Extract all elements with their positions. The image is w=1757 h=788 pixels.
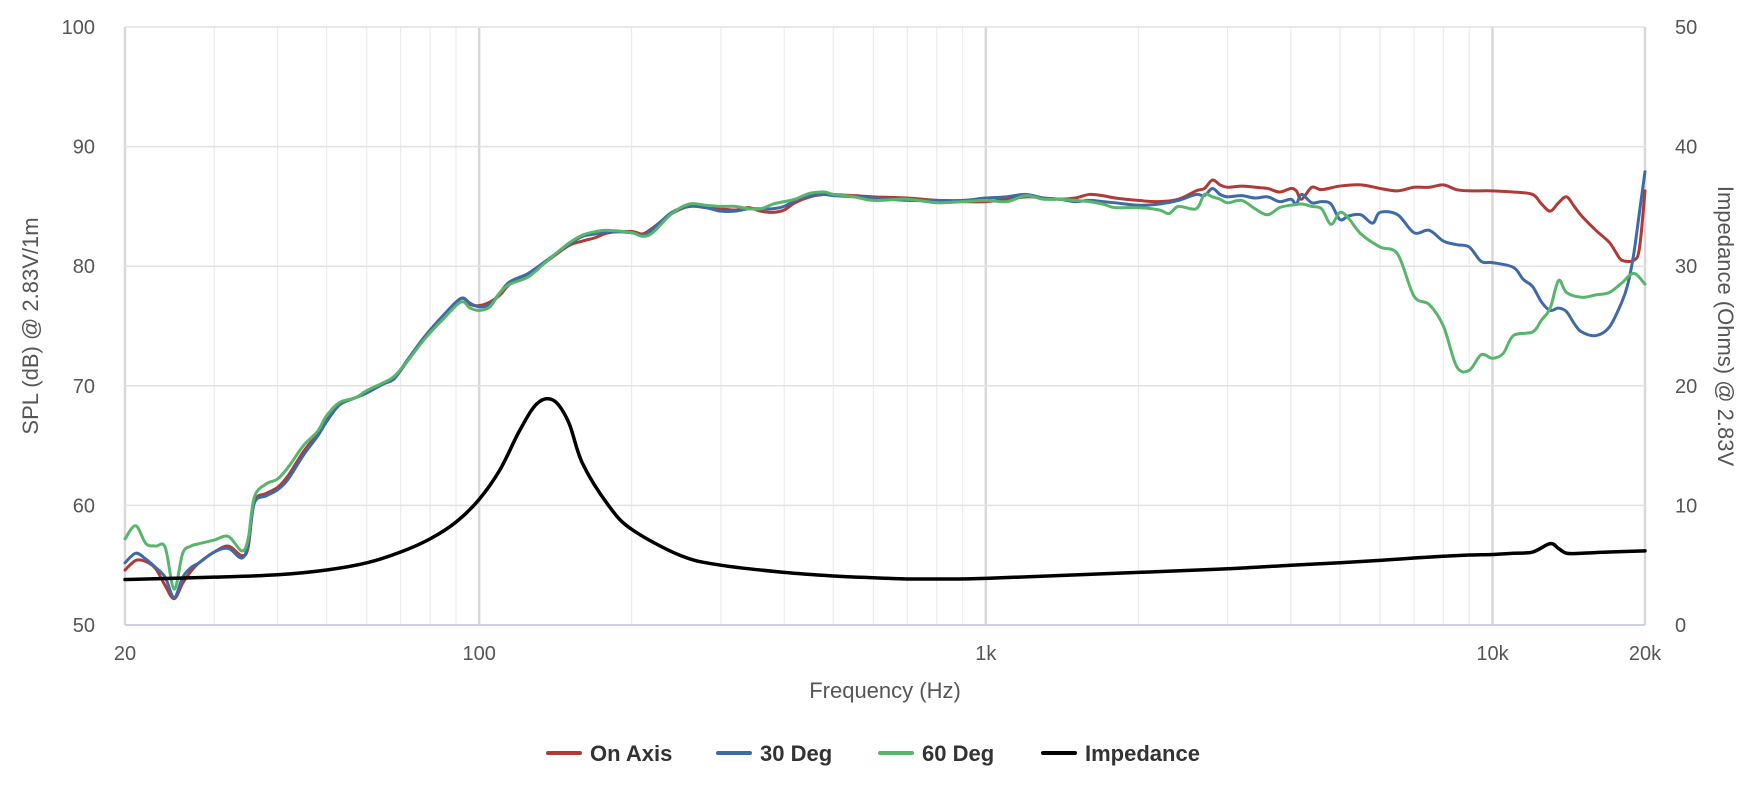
legend-item-impedance[interactable]: Impedance (1041, 741, 1200, 766)
y-axis-title: SPL (dB) @ 2.83V/1m (18, 217, 43, 434)
y-tick-label: 100 (62, 17, 95, 39)
y-tick-labels: 50 60 70 80 90 100 (62, 17, 95, 637)
legend-label: 60 Deg (922, 741, 994, 766)
legend-item-60-deg[interactable]: 60 Deg (878, 741, 994, 766)
minor-grid (213, 27, 1470, 625)
y2-tick-label: 50 (1675, 17, 1697, 39)
legend-label: Impedance (1085, 741, 1200, 766)
series-line-60-deg (123, 190, 1647, 591)
series-line-impedance (123, 396, 1647, 582)
x-tick-label: 100 (462, 643, 495, 665)
y-tick-label: 90 (73, 137, 95, 159)
y2-tick-labels: 0 10 20 30 40 50 (1675, 17, 1697, 637)
legend-item-on-axis[interactable]: On Axis (546, 741, 672, 766)
y2-axis-title: Impedance (Ohms) @ 2.83V (1713, 186, 1738, 467)
x-tick-label: 20k (1629, 643, 1662, 665)
y-tick-label: 80 (73, 256, 95, 278)
y2-tick-label: 40 (1675, 137, 1697, 159)
x-tick-label: 10k (1476, 643, 1509, 665)
x-tick-labels: 20 100 1k 10k 20k (114, 643, 1662, 665)
legend-label: On Axis (590, 741, 672, 766)
plot-background (125, 27, 1645, 625)
y-tick-label: 60 (73, 495, 95, 517)
legend[interactable]: On Axis 30 Deg 60 Deg Impedance (546, 741, 1200, 766)
y2-tick-label: 10 (1675, 495, 1697, 517)
series-lines (123, 170, 1647, 601)
x-tick-label: 20 (114, 643, 136, 665)
y2-tick-label: 20 (1675, 376, 1697, 398)
x-tick-label: 1k (975, 643, 997, 665)
y-tick-label: 50 (73, 615, 95, 637)
y2-tick-label: 0 (1675, 615, 1686, 637)
x-axis-title: Frequency (Hz) (809, 678, 961, 703)
y2-tick-label: 30 (1675, 256, 1697, 278)
legend-label: 30 Deg (760, 741, 832, 766)
legend-item-30-deg[interactable]: 30 Deg (716, 741, 832, 766)
y-tick-label: 70 (73, 376, 95, 398)
